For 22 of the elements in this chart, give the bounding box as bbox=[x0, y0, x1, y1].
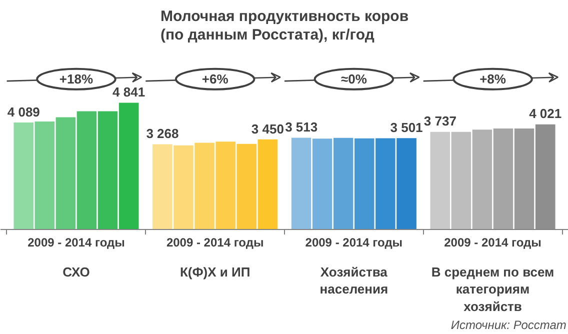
text: 2009 - 2014 годы bbox=[444, 236, 542, 250]
data-label: 3 450 bbox=[251, 121, 284, 136]
chart-title: Молочная продуктивность коров (по данным Росстата), кг/год bbox=[160, 8, 409, 44]
text: +8% bbox=[480, 72, 506, 87]
x-axis-title: 2009 - 2014 годы bbox=[28, 236, 125, 250]
data-label: 4 841 bbox=[112, 84, 146, 100]
text: ≈0% bbox=[340, 72, 368, 87]
data-label: 3 268 bbox=[146, 126, 179, 142]
data-label: 4 021 bbox=[529, 106, 562, 122]
text: +18% bbox=[59, 72, 94, 87]
text: +6% bbox=[202, 72, 229, 87]
data-label: 4 089 bbox=[7, 104, 40, 120]
x-tick-label: СХО bbox=[62, 264, 90, 280]
text: 2009 - 2014 годы bbox=[166, 236, 264, 250]
text: 2009 - 2014 годы bbox=[305, 236, 403, 250]
x-tick-label: Хозяйства населения bbox=[320, 264, 388, 297]
data-label: 3 737 bbox=[424, 114, 456, 129]
data-label: 3 501 bbox=[390, 120, 423, 135]
text: Источник: Росстат bbox=[450, 318, 566, 332]
x-tick-label: К(Ф)Х и ИП bbox=[180, 264, 250, 280]
data-label: 3 513 bbox=[285, 120, 318, 135]
x-tick-label: В среднем по всем категориям хозяйств bbox=[431, 264, 554, 314]
